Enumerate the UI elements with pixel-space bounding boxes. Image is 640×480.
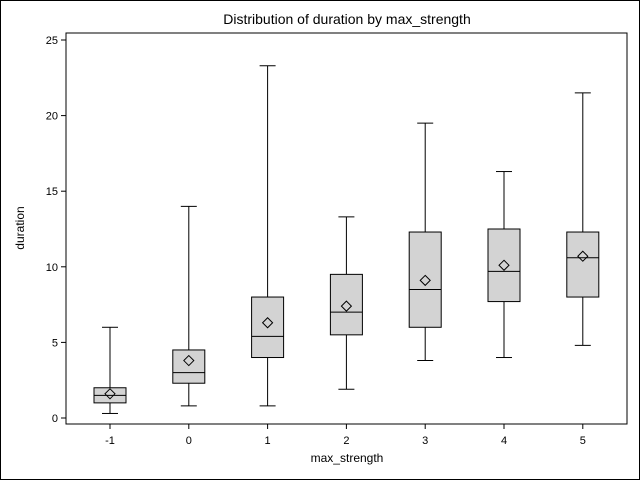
- x-axis-label: max_strength: [311, 451, 384, 465]
- mean-marker: [577, 250, 589, 262]
- mean-marker: [104, 388, 116, 400]
- box: [408, 231, 442, 328]
- y-tick-label: 15: [46, 186, 58, 198]
- box: [566, 231, 600, 298]
- y-axis: 0 5 10 15 20 25: [46, 35, 66, 425]
- box-group: [408, 122, 442, 362]
- x-tick-label: 3: [422, 435, 428, 447]
- mean-marker: [340, 300, 353, 312]
- x-tick-label: -1: [105, 435, 115, 447]
- x-tick-label: 5: [580, 435, 586, 447]
- box-group: [566, 92, 600, 346]
- y-tick-label: 20: [46, 111, 58, 123]
- mean-marker: [498, 259, 510, 271]
- y-tick-label: 10: [46, 262, 58, 274]
- mean-marker: [261, 317, 274, 329]
- box-group: [251, 65, 285, 407]
- mean-marker: [183, 354, 195, 367]
- x-tick-label: 4: [501, 435, 507, 447]
- box-group: [172, 205, 206, 407]
- y-tick-label: 5: [52, 337, 58, 349]
- box-group: [487, 171, 521, 359]
- y-axis-label: duration: [13, 206, 27, 249]
- mean-marker: [419, 274, 431, 287]
- box-series: [93, 65, 600, 414]
- x-axis: -1 0 1 2 3 4 5: [105, 424, 586, 447]
- y-tick-label: 0: [52, 413, 58, 425]
- box: [487, 228, 521, 303]
- y-tick-label: 25: [46, 35, 58, 47]
- x-tick-label: 1: [265, 435, 271, 447]
- x-tick-label: 0: [186, 435, 192, 447]
- box-group: [329, 216, 363, 390]
- box-group: [93, 326, 127, 414]
- chart-title: Distribution of duration by max_strength: [223, 11, 470, 27]
- box: [329, 273, 363, 336]
- x-tick-label: 2: [343, 435, 349, 447]
